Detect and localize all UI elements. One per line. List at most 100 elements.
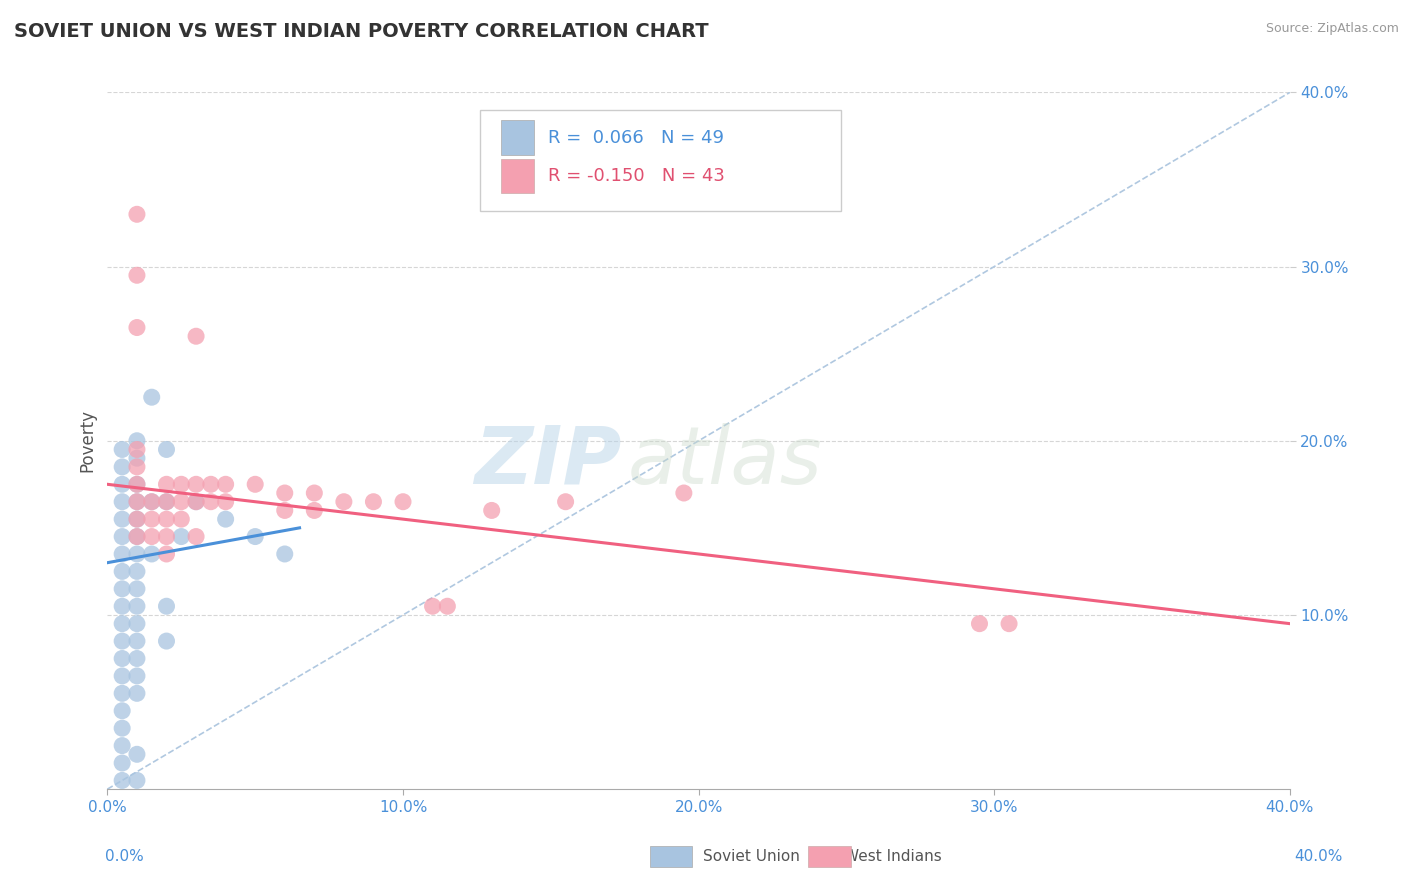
- Point: [155, 494, 177, 508]
- Point: [125, 477, 148, 491]
- Text: 0.0%: 0.0%: [105, 849, 145, 863]
- Text: atlas: atlas: [627, 423, 823, 500]
- Y-axis label: Poverty: Poverty: [79, 409, 96, 472]
- Text: SOVIET UNION VS WEST INDIAN POVERTY CORRELATION CHART: SOVIET UNION VS WEST INDIAN POVERTY CORR…: [14, 22, 709, 41]
- Point: [998, 616, 1021, 631]
- Point: [111, 721, 134, 735]
- Point: [125, 669, 148, 683]
- Point: [214, 477, 236, 491]
- Point: [422, 599, 444, 614]
- Point: [170, 477, 193, 491]
- Point: [141, 512, 163, 526]
- Point: [111, 756, 134, 770]
- Point: [125, 494, 148, 508]
- Point: [170, 494, 193, 508]
- Bar: [501, 120, 534, 155]
- Point: [125, 530, 148, 544]
- Point: [672, 486, 695, 500]
- Point: [125, 547, 148, 561]
- Point: [155, 477, 177, 491]
- Point: [111, 530, 134, 544]
- Point: [125, 451, 148, 466]
- Point: [111, 669, 134, 683]
- Bar: [501, 159, 534, 194]
- Point: [245, 530, 267, 544]
- Point: [436, 599, 458, 614]
- Point: [125, 477, 148, 491]
- Text: Soviet Union: Soviet Union: [703, 849, 800, 863]
- Point: [155, 512, 177, 526]
- Point: [363, 494, 385, 508]
- Point: [111, 616, 134, 631]
- Point: [125, 565, 148, 579]
- Point: [141, 494, 163, 508]
- Point: [155, 547, 177, 561]
- Point: [155, 634, 177, 648]
- Point: [111, 565, 134, 579]
- Point: [170, 530, 193, 544]
- Point: [333, 494, 356, 508]
- Text: West Indians: West Indians: [844, 849, 942, 863]
- Point: [111, 651, 134, 665]
- Point: [125, 747, 148, 762]
- Point: [111, 494, 134, 508]
- Point: [170, 512, 193, 526]
- Point: [184, 329, 207, 343]
- Point: [200, 477, 222, 491]
- Point: [125, 634, 148, 648]
- Point: [125, 207, 148, 221]
- Text: R =  0.066   N = 49: R = 0.066 N = 49: [548, 128, 724, 146]
- Point: [155, 530, 177, 544]
- Point: [141, 390, 163, 404]
- Point: [125, 773, 148, 788]
- Point: [125, 512, 148, 526]
- Text: 40.0%: 40.0%: [1295, 849, 1343, 863]
- Point: [274, 547, 297, 561]
- Point: [125, 582, 148, 596]
- Text: ZIP: ZIP: [474, 423, 621, 500]
- Point: [155, 599, 177, 614]
- Point: [141, 547, 163, 561]
- Point: [111, 459, 134, 474]
- Point: [111, 442, 134, 457]
- Point: [125, 494, 148, 508]
- Point: [125, 651, 148, 665]
- Point: [554, 494, 576, 508]
- Point: [214, 494, 236, 508]
- Point: [200, 494, 222, 508]
- Point: [125, 442, 148, 457]
- Point: [111, 634, 134, 648]
- Point: [125, 599, 148, 614]
- Point: [481, 503, 503, 517]
- Point: [274, 486, 297, 500]
- Point: [304, 503, 326, 517]
- Point: [141, 530, 163, 544]
- Point: [125, 616, 148, 631]
- Point: [111, 547, 134, 561]
- Point: [125, 320, 148, 334]
- Point: [111, 582, 134, 596]
- Point: [111, 599, 134, 614]
- Point: [111, 739, 134, 753]
- Point: [125, 512, 148, 526]
- Point: [125, 459, 148, 474]
- Text: R = -0.150   N = 43: R = -0.150 N = 43: [548, 167, 725, 185]
- Point: [111, 773, 134, 788]
- Point: [184, 494, 207, 508]
- Point: [111, 512, 134, 526]
- Point: [155, 494, 177, 508]
- Point: [392, 494, 415, 508]
- Point: [155, 442, 177, 457]
- Point: [274, 503, 297, 517]
- Point: [184, 530, 207, 544]
- Point: [304, 486, 326, 500]
- Point: [969, 616, 991, 631]
- Point: [184, 477, 207, 491]
- Point: [125, 268, 148, 283]
- Point: [245, 477, 267, 491]
- Point: [141, 494, 163, 508]
- Point: [214, 512, 236, 526]
- Point: [111, 477, 134, 491]
- Point: [111, 686, 134, 700]
- Point: [111, 704, 134, 718]
